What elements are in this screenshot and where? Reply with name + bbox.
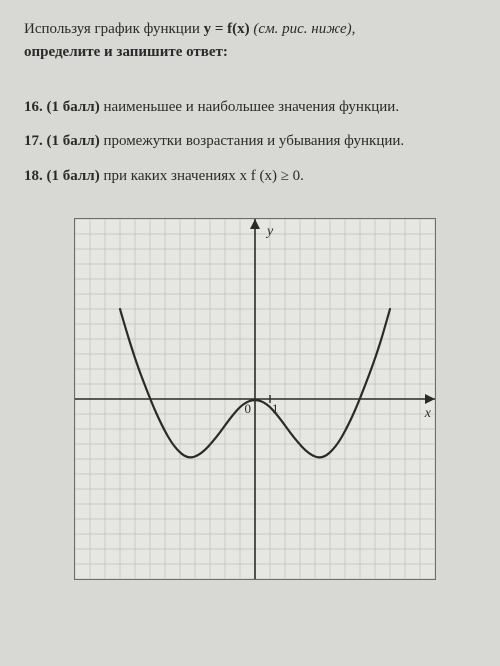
task-pts: (1 балл) [47,168,100,184]
task-text: наименьшее и наибольшее значения функции… [100,99,399,115]
task-row: 16. (1 балл) наименьшее и наибольшее зна… [24,93,486,122]
task-row: 17. (1 балл) промежутки возрастания и уб… [24,127,486,156]
task-text: промежутки возрастания и убывания функци… [100,133,404,149]
task-list: 16. (1 балл) наименьшее и наибольшее зна… [24,93,486,191]
intro-hint: (см. рис. ниже), [250,21,356,37]
intro-formula: y = f(x) [204,21,250,37]
task-pts: (1 балл) [47,133,100,149]
svg-text:y: y [265,224,274,239]
task-num: 18. [24,168,43,184]
task-row: 18. (1 балл) при каких значениях x f (x)… [24,162,486,191]
chart-container: yx01 [74,218,436,580]
task-num: 16. [24,99,43,115]
svg-text:x: x [424,406,432,421]
intro-line2: определите и запишите ответ: [24,41,486,64]
task-pts: (1 балл) [47,99,100,115]
function-graph: yx01 [75,219,435,579]
intro-prefix: Используя график функции [24,21,204,37]
task-num: 17. [24,133,43,149]
task-text: при каких значениях x f (x) ≥ 0. [100,168,304,184]
intro-text: Используя график функции y = f(x) (см. р… [24,18,486,65]
